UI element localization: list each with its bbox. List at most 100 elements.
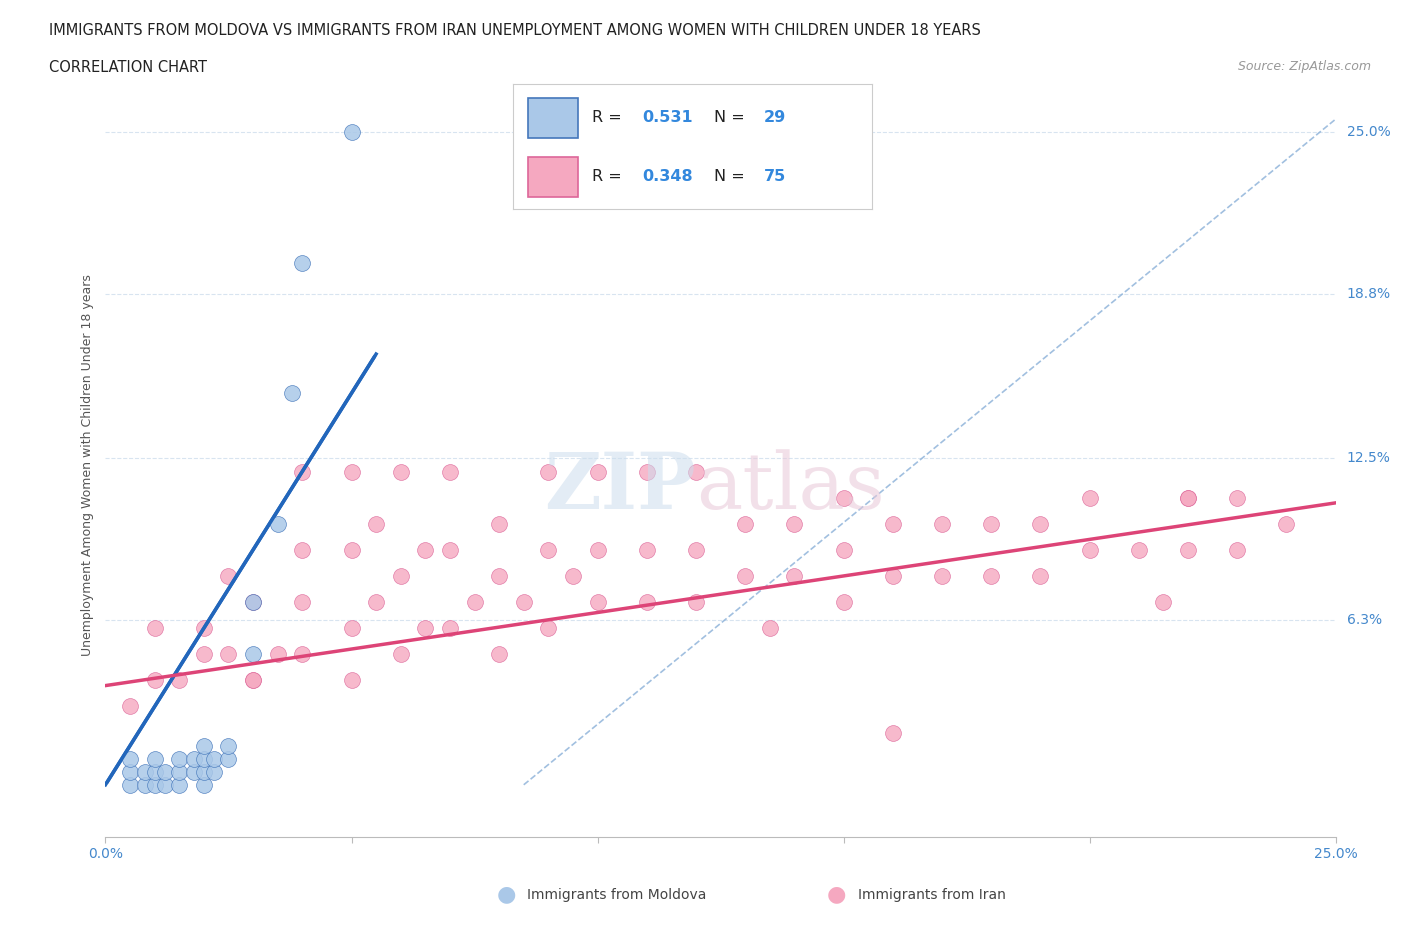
Text: R =: R =	[592, 110, 627, 126]
Point	[143, 673, 166, 688]
Text: atlas: atlas	[696, 449, 884, 525]
Point	[169, 764, 191, 779]
Point	[242, 594, 264, 609]
Point	[1078, 490, 1101, 505]
Text: Immigrants from Moldova: Immigrants from Moldova	[527, 887, 707, 902]
Y-axis label: Unemployment Among Women with Children Under 18 years: Unemployment Among Women with Children U…	[82, 274, 94, 656]
Point	[1177, 490, 1199, 505]
Point	[291, 647, 314, 662]
Point	[143, 777, 166, 792]
Text: Immigrants from Iran: Immigrants from Iran	[858, 887, 1005, 902]
Point	[267, 516, 290, 531]
Point	[1128, 542, 1150, 557]
Point	[980, 516, 1002, 531]
Point	[193, 738, 215, 753]
Point	[586, 542, 609, 557]
Text: 18.8%: 18.8%	[1347, 287, 1391, 301]
Text: Source: ZipAtlas.com: Source: ZipAtlas.com	[1237, 60, 1371, 73]
Point	[1177, 490, 1199, 505]
Point	[143, 764, 166, 779]
Point	[143, 751, 166, 766]
Text: 0.348: 0.348	[643, 169, 693, 184]
Point	[267, 647, 290, 662]
Point	[153, 764, 176, 779]
Point	[783, 568, 806, 583]
Point	[389, 464, 412, 479]
Point	[389, 647, 412, 662]
Text: 29: 29	[765, 110, 786, 126]
Point	[759, 620, 782, 635]
Text: ZIP: ZIP	[544, 449, 696, 525]
Point	[193, 647, 215, 662]
Point	[120, 777, 141, 792]
Point	[464, 594, 486, 609]
Point	[636, 464, 658, 479]
Point	[366, 516, 388, 531]
Point	[1226, 542, 1249, 557]
Text: 75: 75	[765, 169, 786, 184]
Point	[193, 764, 215, 779]
Point	[882, 568, 904, 583]
Point	[1029, 516, 1052, 531]
Point	[488, 647, 510, 662]
Point	[537, 542, 560, 557]
Point	[980, 568, 1002, 583]
Point	[562, 568, 585, 583]
Point	[183, 764, 205, 779]
Point	[242, 594, 264, 609]
Bar	[527, 156, 578, 197]
Point	[832, 490, 855, 505]
Point	[291, 255, 314, 270]
Point	[218, 738, 240, 753]
Point	[202, 764, 225, 779]
Point	[169, 751, 191, 766]
Point	[439, 464, 461, 479]
Text: 25.0%: 25.0%	[1347, 126, 1391, 140]
Point	[242, 673, 264, 688]
Point	[291, 542, 314, 557]
Point	[1029, 568, 1052, 583]
Text: 6.3%: 6.3%	[1347, 613, 1382, 628]
Point	[202, 751, 225, 766]
Point	[931, 516, 953, 531]
Text: ●: ●	[827, 884, 846, 905]
Text: 12.5%: 12.5%	[1347, 451, 1391, 466]
Point	[281, 386, 304, 401]
Text: N =: N =	[714, 110, 749, 126]
Point	[153, 777, 176, 792]
Point	[413, 620, 436, 635]
Point	[1177, 542, 1199, 557]
Point	[134, 764, 156, 779]
Point	[340, 464, 363, 479]
Point	[586, 464, 609, 479]
Point	[169, 777, 191, 792]
Text: N =: N =	[714, 169, 749, 184]
Point	[1153, 594, 1175, 609]
Text: 0.531: 0.531	[643, 110, 693, 126]
Point	[193, 777, 215, 792]
Point	[291, 594, 314, 609]
Point	[636, 542, 658, 557]
Point	[513, 594, 536, 609]
Point	[389, 568, 412, 583]
Point	[685, 594, 707, 609]
Text: R =: R =	[592, 169, 627, 184]
Point	[685, 464, 707, 479]
Point	[488, 516, 510, 531]
Point	[218, 751, 240, 766]
Point	[734, 568, 756, 583]
Point	[218, 647, 240, 662]
Point	[882, 516, 904, 531]
Point	[537, 620, 560, 635]
Point	[193, 751, 215, 766]
Point	[120, 764, 141, 779]
Point	[291, 464, 314, 479]
Point	[413, 542, 436, 557]
Point	[134, 777, 156, 792]
Point	[242, 647, 264, 662]
Point	[1226, 490, 1249, 505]
Text: IMMIGRANTS FROM MOLDOVA VS IMMIGRANTS FROM IRAN UNEMPLOYMENT AMONG WOMEN WITH CH: IMMIGRANTS FROM MOLDOVA VS IMMIGRANTS FR…	[49, 23, 981, 38]
Point	[882, 725, 904, 740]
Point	[366, 594, 388, 609]
Point	[193, 620, 215, 635]
